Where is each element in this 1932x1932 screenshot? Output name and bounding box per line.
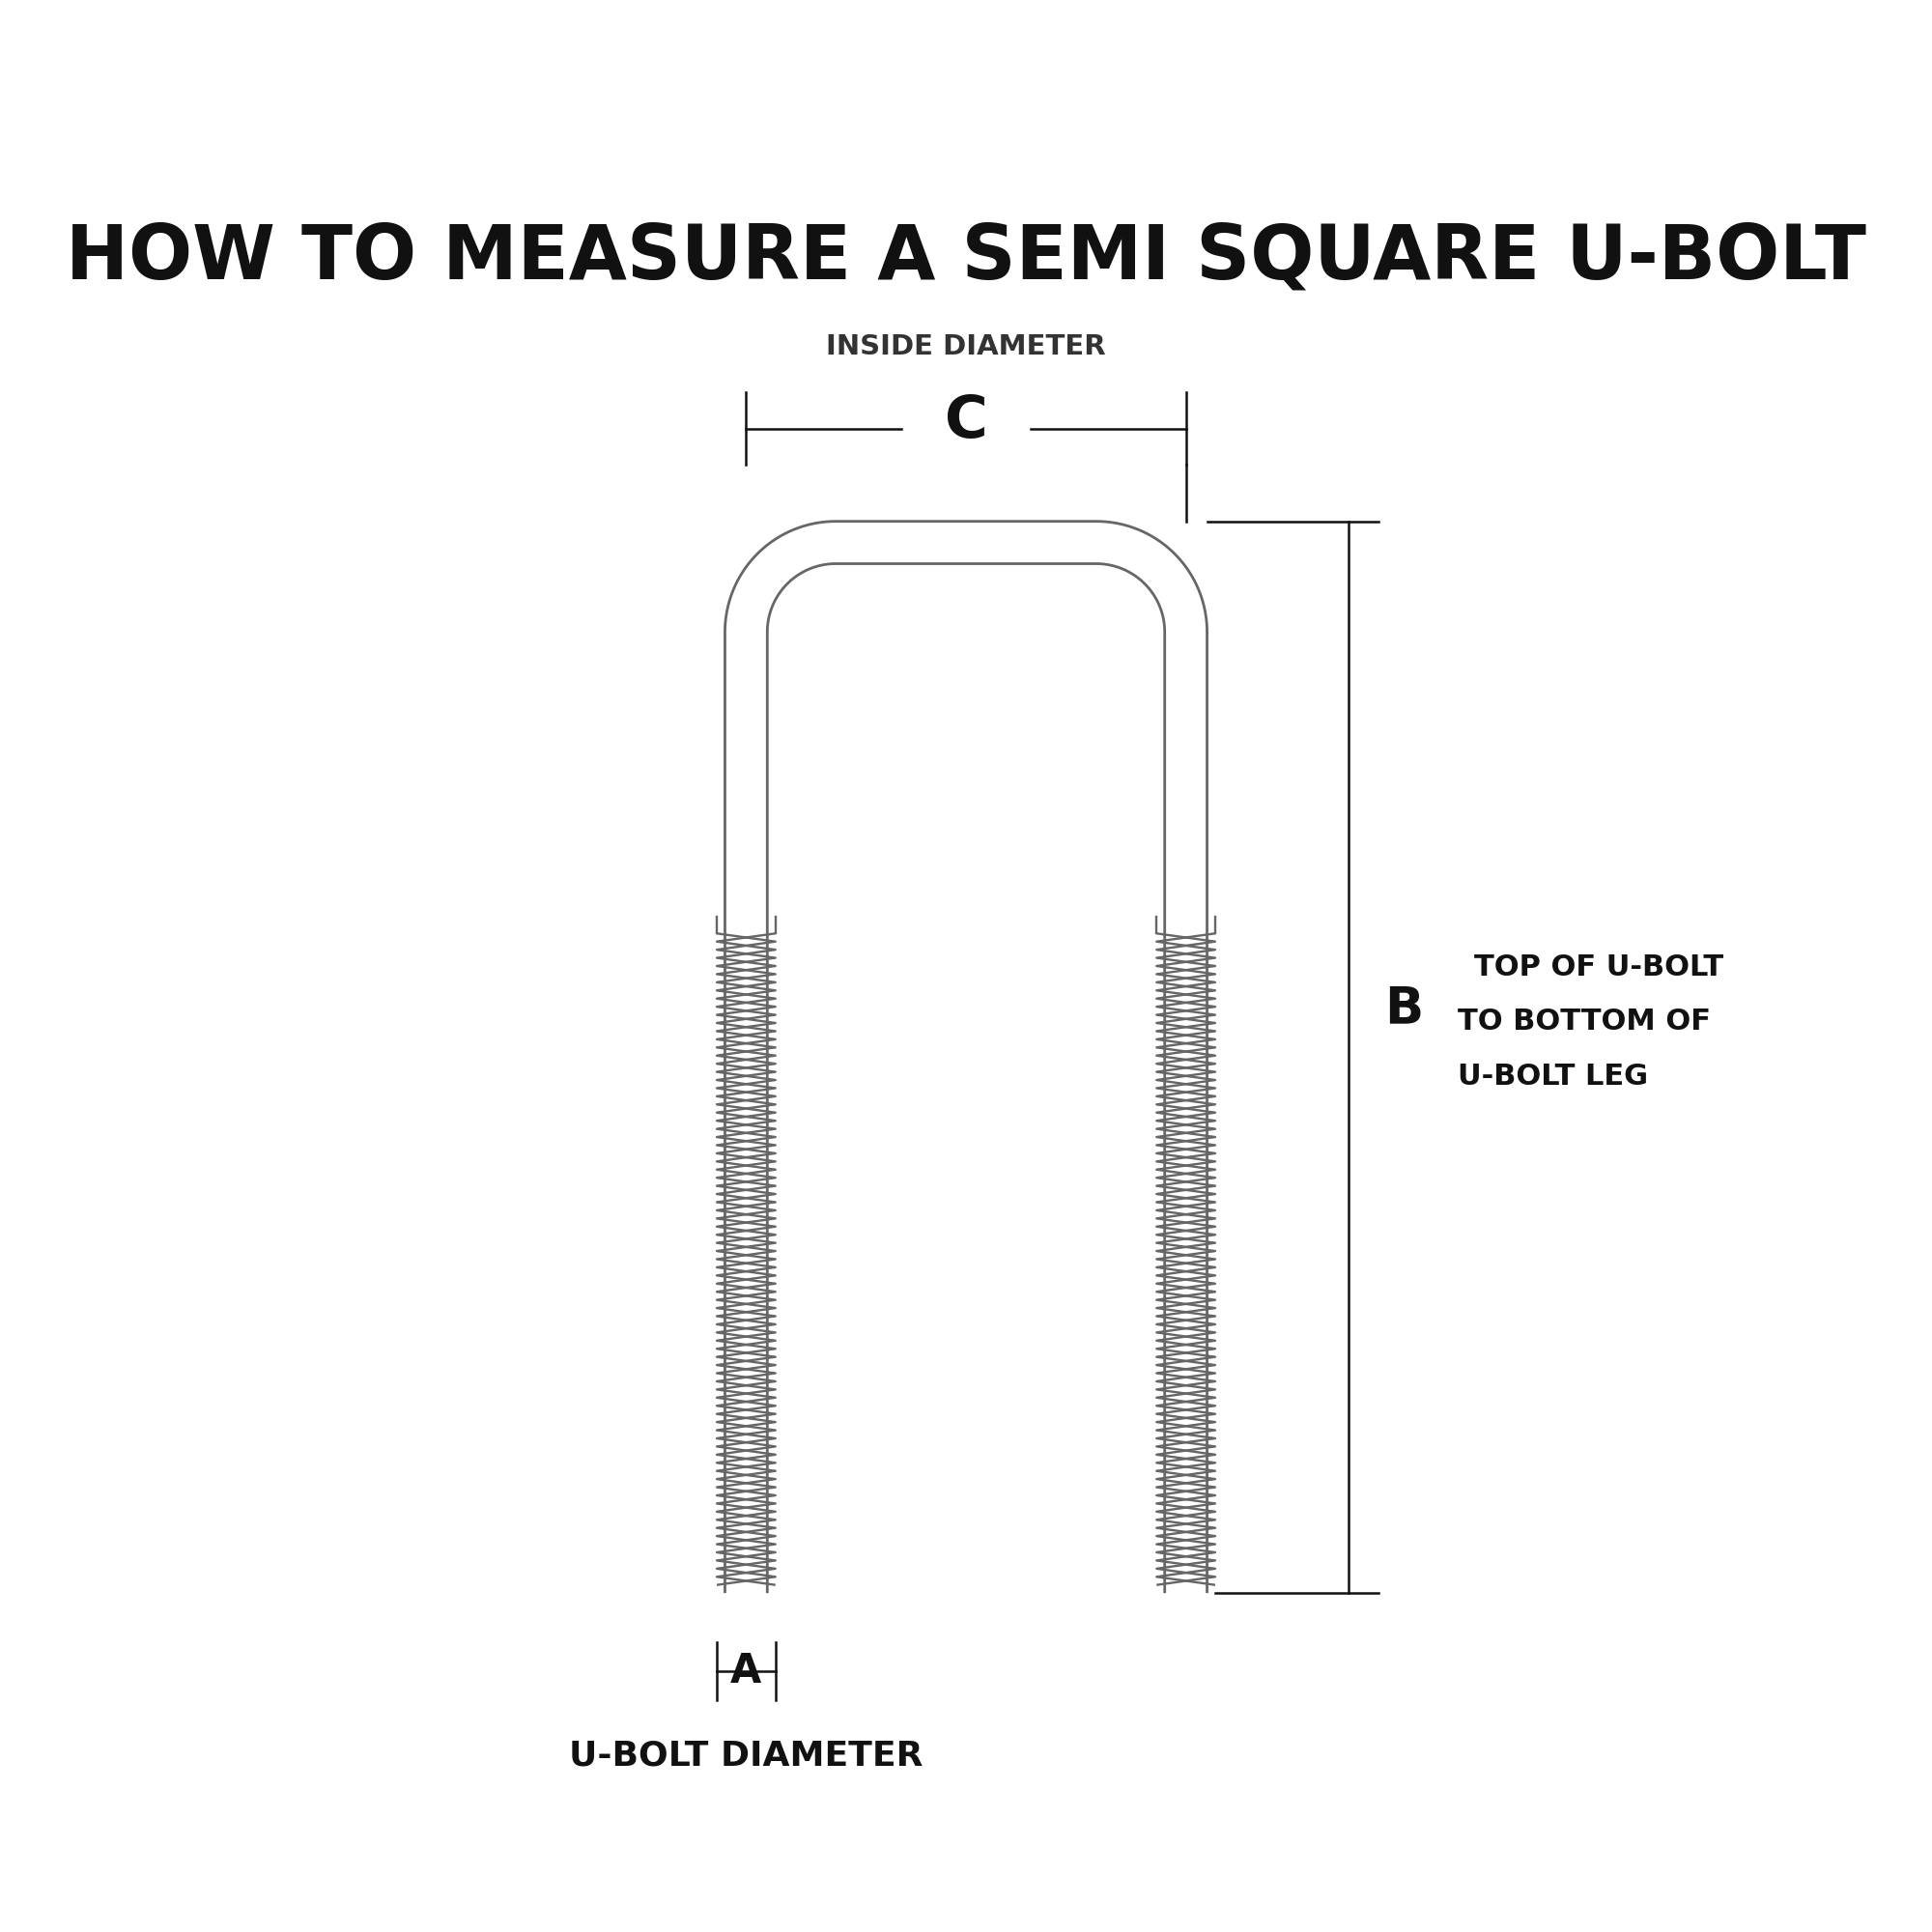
Text: U-BOLT DIAMETER: U-BOLT DIAMETER xyxy=(570,1739,923,1772)
Text: INSIDE DIAMETER: INSIDE DIAMETER xyxy=(827,332,1105,359)
Text: B: B xyxy=(1385,983,1424,1034)
Text: TO BOTTOM OF: TO BOTTOM OF xyxy=(1459,1007,1712,1036)
Text: A: A xyxy=(730,1652,761,1692)
Text: C: C xyxy=(945,394,987,450)
Text: TOP OF U-BOLT: TOP OF U-BOLT xyxy=(1474,954,1723,981)
Text: HOW TO MEASURE A SEMI SQUARE U-BOLT: HOW TO MEASURE A SEMI SQUARE U-BOLT xyxy=(66,220,1866,294)
Text: U-BOLT LEG: U-BOLT LEG xyxy=(1459,1063,1648,1092)
